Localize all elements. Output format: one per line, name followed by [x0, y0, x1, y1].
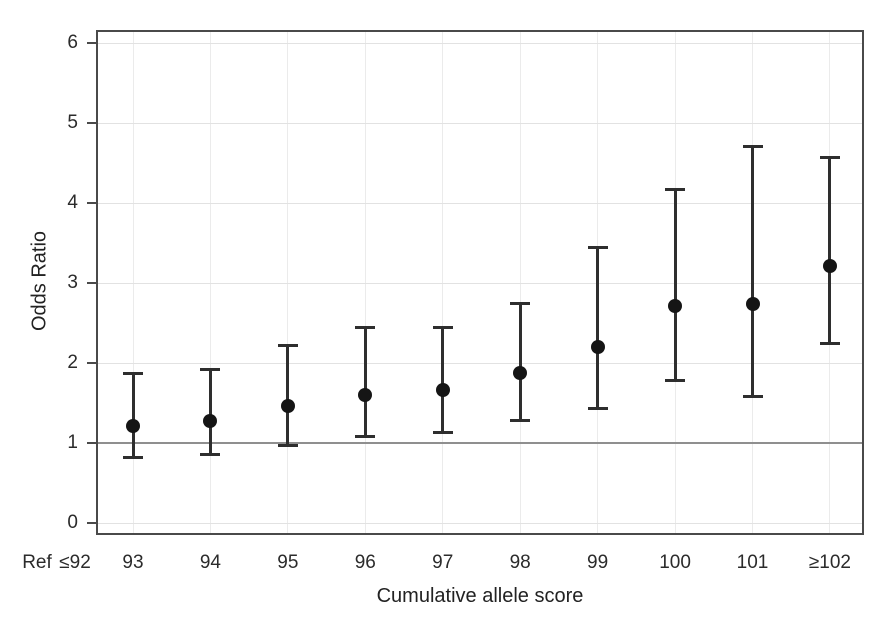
ci-cap-top	[432, 326, 453, 329]
x-ref-category-label: ≤92	[59, 552, 91, 573]
ci-whisker-stem	[131, 372, 135, 459]
ci-cap-top	[665, 187, 686, 191]
ci-cap-bottom	[123, 456, 143, 460]
ci-whisker-stem	[673, 188, 677, 381]
ci-cap-top	[277, 343, 298, 347]
plot-area	[96, 30, 864, 535]
data-point	[280, 399, 295, 414]
horizontal-gridline	[98, 202, 862, 204]
y-tick-mark	[87, 522, 96, 524]
ci-cap-bottom	[742, 395, 763, 399]
reference-line	[98, 442, 862, 444]
ci-whisker-stem	[208, 369, 212, 455]
y-tick-mark	[87, 282, 96, 284]
data-point	[513, 365, 528, 380]
x-tick-label: 94	[199, 552, 221, 573]
horizontal-gridline	[98, 282, 862, 284]
y-tick-mark	[87, 122, 96, 124]
y-tick-label: 0	[67, 512, 78, 533]
ci-whisker-stem	[286, 344, 290, 447]
ci-cap-top	[510, 302, 531, 305]
ci-whisker-stem	[596, 247, 600, 410]
x-tick-label: ≥102	[808, 552, 852, 573]
horizontal-gridline	[98, 122, 862, 124]
ci-cap-bottom	[432, 430, 453, 434]
ci-cap-bottom	[277, 444, 298, 448]
data-point	[822, 259, 837, 274]
y-tick-mark	[87, 362, 96, 364]
x-tick-label: 100	[659, 552, 691, 573]
ci-cap-bottom	[510, 419, 531, 423]
data-point	[668, 299, 683, 314]
y-tick-label: 5	[67, 112, 78, 133]
ci-cap-bottom	[665, 378, 686, 382]
horizontal-gridline	[98, 522, 862, 524]
y-tick-mark	[87, 442, 96, 444]
x-tick-label: 93	[122, 552, 144, 573]
data-point	[745, 296, 760, 311]
y-tick-label: 2	[67, 352, 78, 373]
x-tick-label: 101	[736, 552, 769, 573]
ci-cap-top	[819, 155, 840, 159]
data-point	[126, 419, 140, 434]
ci-whisker-stem	[518, 303, 522, 422]
horizontal-gridline	[98, 42, 862, 44]
ci-whisker-stem	[751, 146, 755, 398]
ci-cap-top	[123, 371, 143, 375]
ci-cap-top	[200, 368, 221, 372]
x-tick-label: 95	[277, 552, 299, 573]
ci-whisker-stem	[363, 327, 367, 437]
x-tick-label: 96	[354, 552, 376, 573]
ci-cap-bottom	[587, 407, 608, 411]
data-point	[435, 383, 450, 398]
ci-whisker-stem	[828, 156, 832, 344]
data-point	[590, 340, 605, 354]
x-tick-label: 97	[432, 552, 454, 573]
ci-cap-top	[742, 145, 763, 149]
ci-cap-bottom	[819, 341, 840, 345]
ci-cap-top	[355, 326, 376, 329]
y-tick-label: 4	[67, 192, 78, 213]
y-tick-label: 3	[67, 272, 78, 293]
x-tick-label: 99	[587, 552, 609, 573]
data-point	[203, 413, 218, 428]
x-tick-label: 98	[509, 552, 531, 573]
ci-cap-bottom	[355, 434, 376, 438]
x-ref-label: Ref	[22, 552, 52, 573]
x-axis-title: Cumulative allele score	[376, 585, 584, 607]
y-tick-mark	[87, 202, 96, 204]
y-tick-label: 6	[67, 32, 78, 53]
y-tick-label: 1	[67, 432, 78, 453]
ci-cap-bottom	[200, 453, 221, 456]
y-tick-mark	[87, 42, 96, 44]
ci-cap-top	[587, 246, 608, 249]
ci-whisker-stem	[441, 327, 445, 433]
data-point	[358, 388, 373, 402]
horizontal-gridline	[98, 362, 862, 364]
